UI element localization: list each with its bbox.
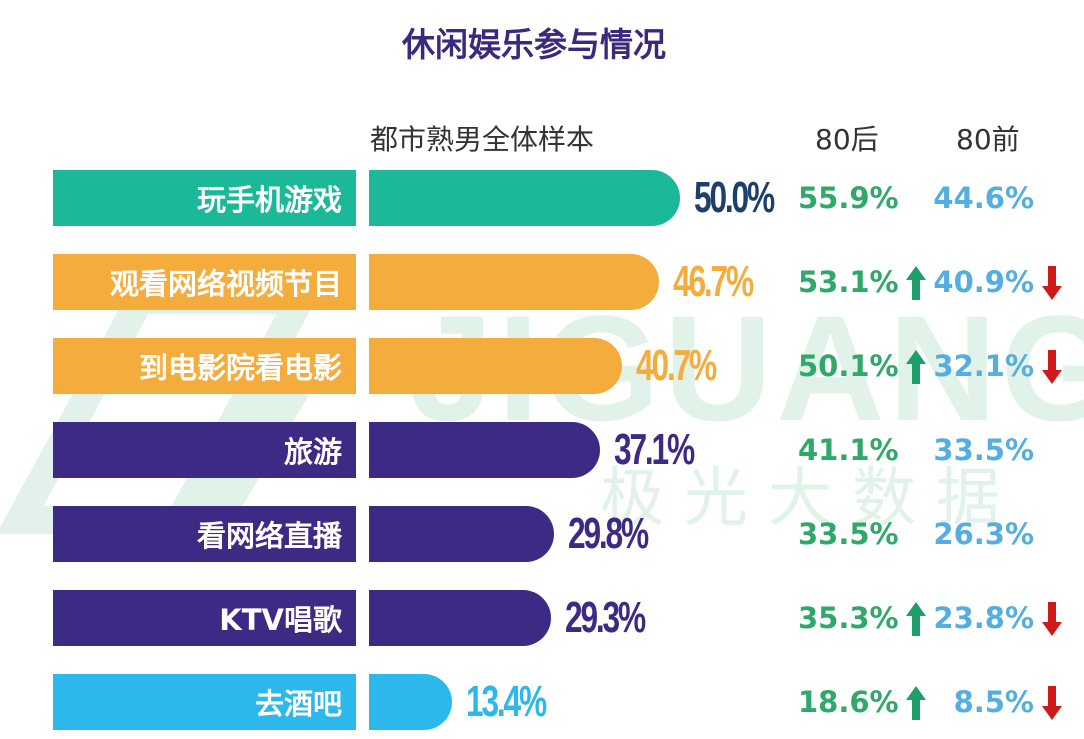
chart-row: 玩手机游戏 50.0% 55.9% 44.6% [0, 170, 1084, 226]
header-pre80: 80前 [956, 123, 1020, 156]
post80-value: 50.1% [798, 349, 899, 383]
bar [369, 506, 555, 562]
category-box: 去酒吧 [53, 674, 356, 730]
category-label: 旅游 [283, 435, 342, 469]
value-label: 13.4% [466, 677, 547, 726]
arrow-down-icon [1042, 686, 1062, 720]
value-label: 46.7% [673, 257, 754, 306]
arrow-down-icon [1042, 266, 1062, 300]
chart-row: 旅游 37.1% 41.1% 33.5% [0, 422, 1084, 478]
value-label: 50.0% [694, 173, 775, 222]
category-label: 玩手机游戏 [196, 183, 342, 217]
arrow-down-icon [1042, 602, 1062, 636]
category-label: 去酒吧 [254, 687, 342, 721]
category-box: 到电影院看电影 [53, 338, 356, 394]
arrow-down-icon [1042, 350, 1062, 384]
category-label: KTV唱歌 [219, 603, 342, 637]
pre80-value: 23.8% [933, 601, 1034, 635]
category-box: 旅游 [53, 422, 356, 478]
value-label: 37.1% [613, 425, 695, 474]
chart-title: 休闲娱乐参与情况 [402, 25, 666, 64]
category-label: 观看网络视频节目 [109, 267, 342, 301]
category-label: 到电影院看电影 [138, 351, 342, 385]
value-label: 29.3% [565, 593, 646, 642]
post80-value: 53.1% [798, 265, 899, 299]
value-label: 29.8% [568, 509, 649, 558]
bar [369, 674, 453, 730]
post80-value: 41.1% [798, 433, 899, 467]
pre80-value: 40.9% [933, 265, 1034, 299]
pre80-value: 33.5% [933, 433, 1034, 467]
bar [369, 590, 552, 646]
value-label: 40.7% [636, 341, 717, 390]
chart-row: 到电影院看电影 40.7% 50.1% 32.1% [0, 338, 1084, 394]
bar [369, 422, 600, 478]
header-post80: 80后 [815, 123, 879, 156]
arrow-up-icon [906, 350, 926, 384]
header-sample: 都市熟男全体样本 [370, 123, 595, 156]
arrow-up-icon [906, 686, 926, 720]
chart-row: KTV唱歌 29.3% 35.3% 23.8% [0, 590, 1084, 646]
category-box: 看网络直播 [53, 506, 356, 562]
category-box: KTV唱歌 [53, 590, 356, 646]
category-box: 观看网络视频节目 [53, 254, 356, 310]
chart-row: 看网络直播 29.8% 33.5% 26.3% [0, 506, 1084, 562]
arrow-up-icon [906, 602, 926, 636]
chart-row: 观看网络视频节目 46.7% 53.1% 40.9% [0, 254, 1084, 310]
pre80-value: 32.1% [933, 349, 1034, 383]
post80-value: 55.9% [798, 181, 899, 215]
category-box: 玩手机游戏 [53, 170, 356, 226]
pre80-value: 8.5% [953, 685, 1034, 719]
arrow-up-icon [906, 266, 926, 300]
category-label: 看网络直播 [196, 519, 342, 553]
bar [369, 338, 623, 394]
bar [369, 170, 680, 226]
chart-row: 去酒吧 13.4% 18.6% 8.5% [0, 674, 1084, 730]
post80-value: 35.3% [798, 601, 899, 635]
pre80-value: 44.6% [933, 181, 1034, 215]
post80-value: 33.5% [798, 517, 899, 551]
pre80-value: 26.3% [933, 517, 1034, 551]
bar [369, 254, 660, 310]
post80-value: 18.6% [798, 685, 899, 719]
